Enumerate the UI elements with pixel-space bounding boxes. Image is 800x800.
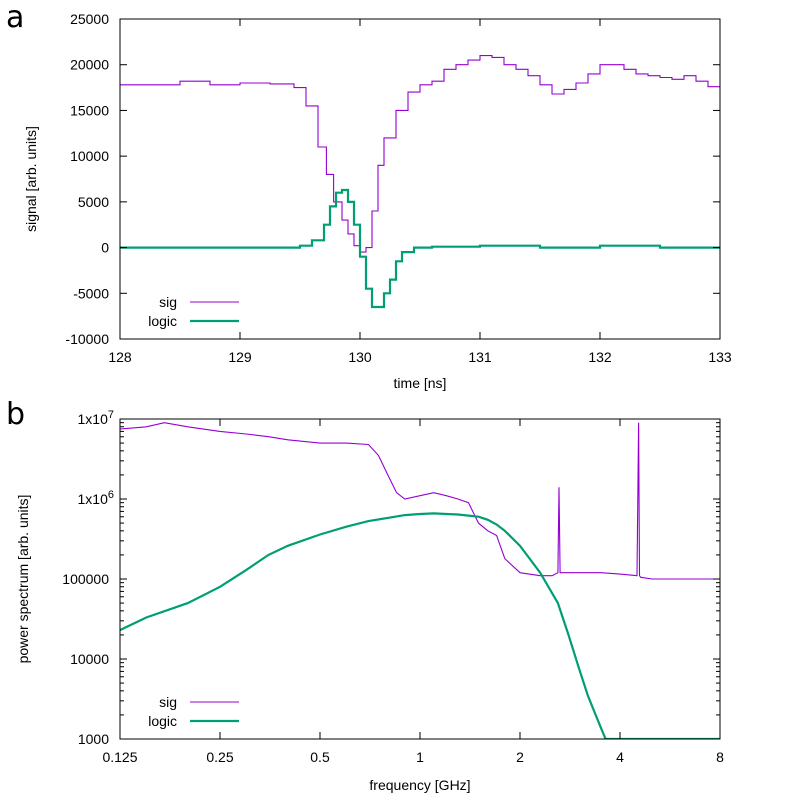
x-tick-label: 132 bbox=[588, 349, 612, 365]
plot-frame bbox=[119, 18, 721, 340]
series-group bbox=[120, 55, 720, 309]
panel-b: b 0.125 0.25 0.5 1 2 4 8 1000 10000 100000 1x106 1x1… bbox=[6, 397, 724, 793]
series-logic-line bbox=[120, 512, 720, 739]
y-tick-label: -10000 bbox=[65, 331, 109, 347]
x-axis-label: time [ns] bbox=[394, 375, 447, 391]
y-tick-label: 5000 bbox=[78, 194, 109, 210]
y-tick-label: 0 bbox=[101, 240, 109, 256]
legend-label-logic: logic bbox=[148, 313, 177, 329]
panel-label-b: b bbox=[6, 397, 25, 432]
x-tick-label: 4 bbox=[616, 749, 624, 765]
legend-label-sig: sig bbox=[159, 294, 177, 310]
x-tick-label: 130 bbox=[348, 349, 372, 365]
x-tick-label: 129 bbox=[228, 349, 252, 365]
x-tick-label: 128 bbox=[108, 349, 132, 365]
x-tick-label: 0.5 bbox=[310, 749, 330, 765]
x-tick-label: 133 bbox=[708, 349, 732, 365]
x-tick-label: 8 bbox=[716, 749, 724, 765]
series-sig-line bbox=[120, 55, 720, 253]
y-tick-label: 25000 bbox=[70, 11, 109, 27]
x-tick-label: 0.25 bbox=[206, 749, 233, 765]
legend: sig logic bbox=[148, 694, 239, 729]
series-group bbox=[120, 422, 720, 739]
y-tick-label: 100000 bbox=[62, 571, 109, 587]
y-axis-label: power spectrum [arb. units] bbox=[15, 495, 31, 664]
series-logic-line bbox=[120, 188, 720, 309]
y-tick-label: 1x107 bbox=[78, 409, 114, 427]
series-sig-line bbox=[120, 422, 720, 580]
legend-label-sig: sig bbox=[159, 694, 177, 710]
legend: sig logic bbox=[148, 294, 239, 329]
x-axis-label: frequency [GHz] bbox=[369, 777, 470, 793]
y-axis-label: signal [arb. units] bbox=[23, 126, 39, 232]
x-tick-label: 0.125 bbox=[102, 749, 137, 765]
x-tick-label: 1 bbox=[416, 749, 424, 765]
x-tick-label: 2 bbox=[516, 749, 524, 765]
y-tick-label: 10000 bbox=[70, 148, 109, 164]
panel-label-a: a bbox=[6, 0, 24, 35]
legend-label-logic: logic bbox=[148, 713, 177, 729]
panel-a: a 128 129 130 131 132 133 -10000 -5000 0 5000 10000… bbox=[6, 0, 732, 391]
y-tick-label: 20000 bbox=[70, 57, 109, 73]
y-tick-label: 15000 bbox=[70, 102, 109, 118]
x-tick-label: 131 bbox=[468, 349, 492, 365]
y-tick-label: 10000 bbox=[70, 651, 109, 667]
y-tick-label: 1x106 bbox=[78, 489, 114, 507]
y-tick-label: 1000 bbox=[78, 731, 109, 747]
plot-frame bbox=[119, 418, 721, 740]
y-tick-label: -5000 bbox=[73, 285, 109, 301]
